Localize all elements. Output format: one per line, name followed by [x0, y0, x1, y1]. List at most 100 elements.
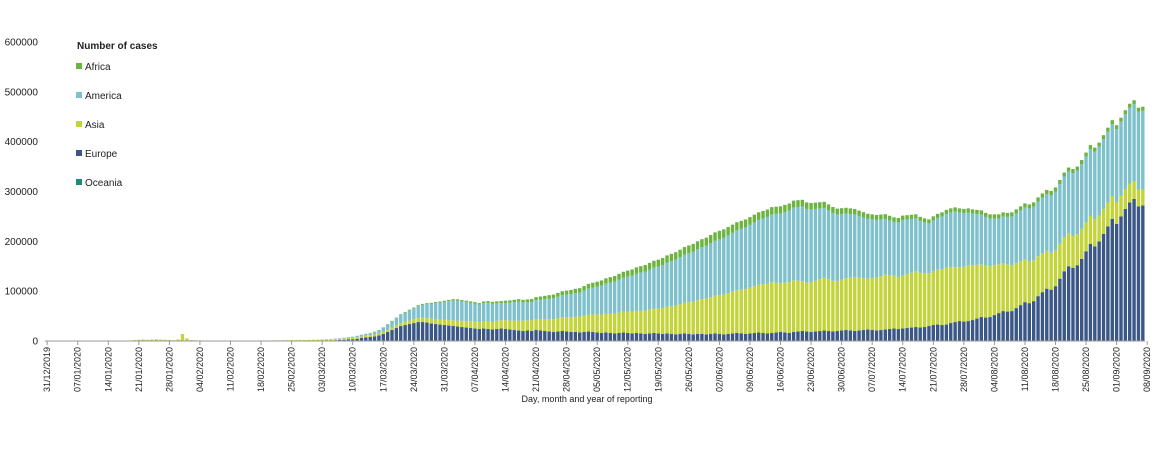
bar-segment-europe — [534, 330, 538, 341]
bar-segment-asia — [630, 311, 634, 334]
bar-segment-africa — [970, 209, 975, 214]
bar-segment-europe — [1040, 292, 1045, 341]
bar-segment-africa — [425, 303, 429, 305]
bar-segment-america — [1005, 216, 1010, 265]
x-tick-label: 28/04/2020 — [562, 347, 572, 392]
bar-segment-asia — [438, 319, 442, 325]
bar-segment-asia — [700, 299, 704, 335]
bar-segment-asia — [490, 321, 495, 330]
bar-segment-asia — [704, 298, 709, 335]
bar-segment-america — [944, 213, 949, 268]
bar-segment-america — [988, 218, 992, 267]
bar-segment-europe — [674, 334, 678, 341]
bar-segment-asia — [1114, 201, 1119, 224]
bar-segment-asia — [364, 335, 368, 338]
bar-segment-asia — [791, 280, 796, 333]
bar-segment-africa — [1114, 125, 1119, 130]
bar-segment-america — [975, 213, 979, 265]
bar-segment-asia — [1031, 260, 1036, 302]
bar-segment-africa — [621, 271, 626, 278]
bar-segment-america — [1075, 170, 1080, 235]
bar-segment-africa — [966, 208, 970, 213]
bar-segment-africa — [944, 209, 949, 214]
bar-segment-europe — [429, 323, 434, 341]
bar-segment-africa — [695, 241, 700, 250]
bar-segment-america — [591, 287, 595, 315]
bar-segment-africa — [455, 299, 460, 301]
bar-segment-asia — [158, 339, 163, 341]
x-tick-label: 10/03/2020 — [348, 347, 358, 392]
bar-segment-america — [678, 257, 682, 305]
bar-segment-europe — [874, 330, 879, 341]
bar-segment-asia — [883, 274, 887, 330]
bar-segment-america — [560, 295, 564, 318]
bar-segment-europe — [1119, 216, 1123, 341]
bar-segment-europe — [708, 334, 713, 341]
bar-segment-america — [455, 300, 460, 321]
bar-segment-america — [774, 213, 778, 283]
bar-segment-america — [451, 300, 455, 321]
bar-segment-africa — [756, 212, 761, 220]
bar-segment-africa — [800, 199, 805, 207]
bar-segment-america — [543, 299, 547, 320]
bar-segment-asia — [643, 310, 647, 335]
bar-segment-asia — [595, 314, 599, 333]
bar-segment-africa — [857, 210, 861, 216]
bar-segment-america — [922, 222, 927, 274]
bar-segment-africa — [617, 273, 621, 280]
bar-segment-america — [468, 302, 473, 322]
bar-segment-asia — [394, 325, 399, 329]
bar-segment-africa — [556, 292, 560, 297]
bar-segment-asia — [918, 272, 922, 328]
bar-segment-america — [743, 227, 748, 290]
bar-segment-africa — [739, 220, 743, 229]
bar-segment-europe — [1066, 266, 1071, 341]
bar-segment-america — [416, 306, 420, 319]
bar-segment-africa — [866, 213, 870, 219]
bar-segment-asia — [1106, 202, 1110, 227]
bar-segment-africa — [870, 214, 874, 220]
bar-segment-america — [914, 218, 918, 272]
bar-segment-asia — [534, 319, 538, 331]
bar-segment-europe — [883, 329, 887, 341]
bar-segment-asia — [660, 308, 665, 335]
bar-segment-asia — [1023, 259, 1027, 303]
bar-segment-africa — [481, 301, 486, 304]
legend-label-europe: Europe — [85, 149, 118, 160]
x-tick-label: 19/05/2020 — [653, 347, 663, 392]
bar-segment-africa — [931, 216, 935, 221]
bar-segment-america — [351, 336, 355, 338]
bar-segment-america — [761, 218, 765, 285]
bar-segment-europe — [407, 324, 412, 341]
bar-segment-europe — [1132, 198, 1136, 341]
bar-segment-asia — [770, 282, 774, 334]
legend: Number of cases Africa America Asia Europe O… — [76, 41, 158, 189]
legend-label-oceania: Oceania — [85, 178, 123, 189]
bar-segment-america — [695, 249, 700, 301]
x-tick-label: 30/06/2020 — [837, 347, 847, 392]
bar-segment-africa — [573, 288, 578, 294]
x-tick-label: 23/06/2020 — [806, 347, 816, 392]
bar-segment-asia — [185, 338, 189, 341]
bar-segment-asia — [1093, 219, 1097, 247]
bar-segment-asia — [324, 339, 329, 341]
bar-segment-america — [791, 207, 796, 281]
bar-segment-america — [407, 310, 412, 321]
bar-segment-europe — [525, 330, 530, 341]
bar-segment-asia — [783, 282, 787, 333]
bar-segment-africa — [1084, 152, 1088, 157]
bar-segment-europe — [530, 331, 534, 341]
bar-segment-africa — [1075, 166, 1080, 171]
bar-segment-africa — [586, 283, 591, 289]
bar-segment-asia — [944, 267, 949, 325]
bar-segment-africa — [495, 301, 499, 304]
bars-group — [132, 100, 1145, 341]
bar-segment-africa — [783, 204, 787, 212]
bar-segment-africa — [743, 219, 748, 228]
bar-segment-europe — [949, 323, 953, 341]
bar-segment-europe — [861, 330, 866, 341]
bar-segment-europe — [399, 326, 403, 341]
bar-segment-america — [935, 217, 940, 270]
bar-segment-europe — [892, 328, 896, 341]
bar-segment-america — [521, 302, 525, 321]
